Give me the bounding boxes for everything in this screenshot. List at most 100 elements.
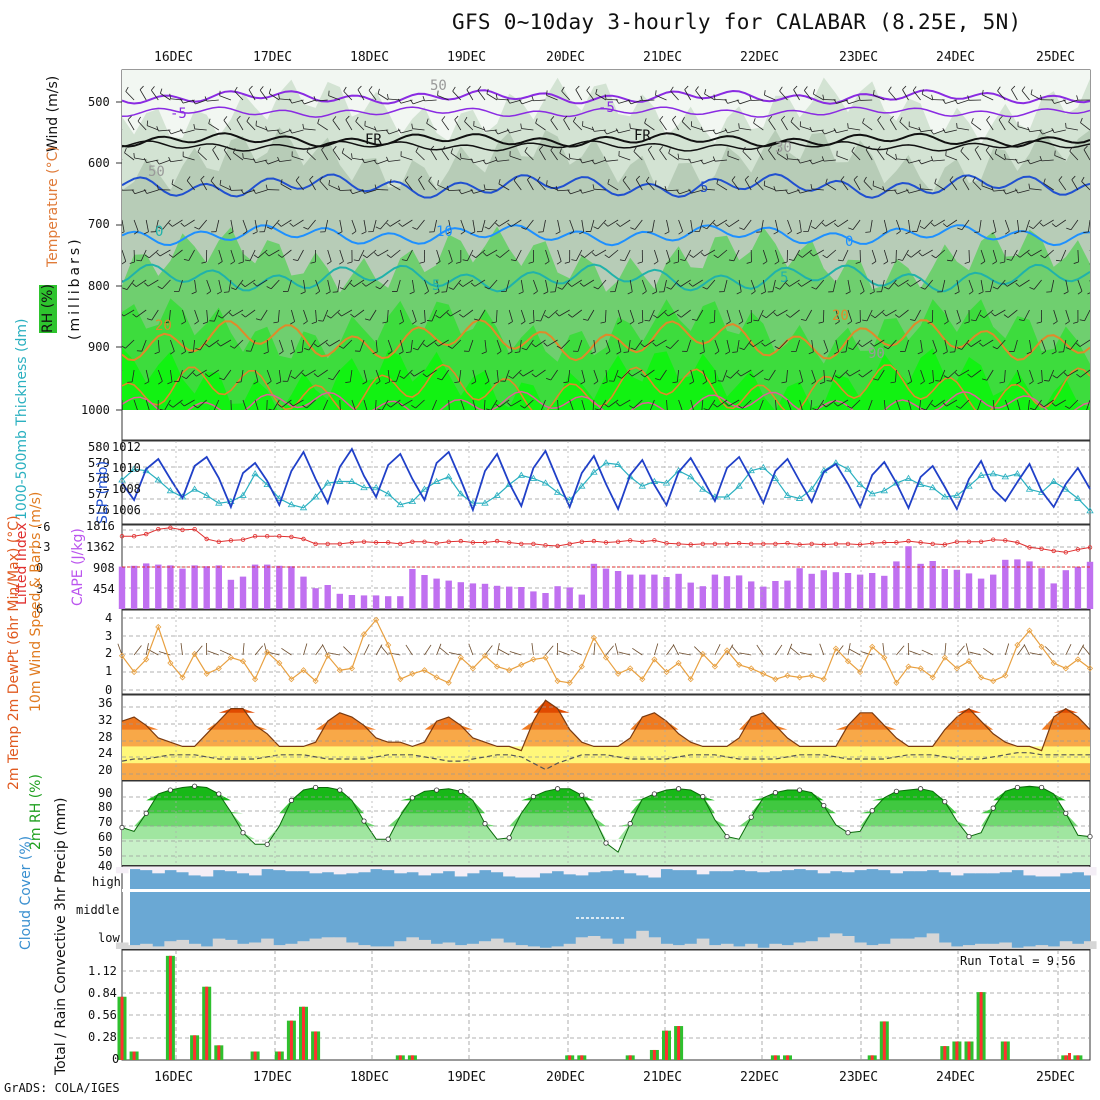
- cloud-high-bar: [587, 867, 601, 873]
- wind-barb-flag: [797, 158, 801, 164]
- wind-barb-flag: [232, 148, 236, 154]
- wind-barb: [722, 369, 728, 382]
- wind-barb-flag: [375, 226, 381, 230]
- cloud-background: [130, 867, 1090, 949]
- wind-barb: [762, 279, 766, 292]
- wind-barb: [573, 121, 583, 131]
- wind-barb: [126, 279, 135, 290]
- wind-barb-flag: [702, 380, 707, 385]
- wind-barb: [691, 189, 703, 194]
- cloud-high-bar: [309, 867, 323, 874]
- thickness-marker: [287, 500, 296, 508]
- wind-barb: [484, 369, 490, 382]
- precip-conv-bar: [289, 1020, 293, 1060]
- wind-barb-flag: [507, 222, 512, 227]
- wind-barb: [848, 127, 861, 131]
- wind-barb: [379, 279, 389, 290]
- surface-wind-barb: [498, 648, 510, 656]
- wind-barb-flag: [278, 93, 280, 99]
- wind-barb-flag: [1003, 282, 1008, 287]
- wind-barb: [525, 219, 534, 230]
- wind-barb-flag: [678, 230, 683, 235]
- li-marker: [422, 539, 427, 544]
- wind-barb: [415, 399, 425, 409]
- wind-barb: [524, 151, 534, 161]
- wind-barb-flag: [1040, 94, 1043, 100]
- wind-speed-marker: [978, 674, 985, 681]
- cloud-low-bar: [636, 930, 649, 949]
- wind-barb-flag: [604, 403, 609, 408]
- wind-barb: [799, 369, 804, 382]
- wind-barb: [472, 369, 477, 382]
- wind-barb-flag: [607, 178, 610, 184]
- wind-barb: [475, 249, 486, 258]
- cape-bar: [360, 595, 368, 609]
- wind-barb: [590, 219, 595, 232]
- wind-barb-flag: [471, 254, 476, 258]
- wind-barb-flag: [979, 314, 985, 319]
- wind-barb: [317, 339, 328, 348]
- precip-tick: 0: [112, 1052, 119, 1066]
- wind-barb: [550, 369, 558, 381]
- cloud-low-bar: [1059, 941, 1073, 949]
- rh-marker: [579, 792, 585, 798]
- wind-barb-flag: [361, 282, 367, 287]
- wind-barb-flag: [822, 94, 825, 100]
- wind-barb-flag: [361, 158, 365, 163]
- wind-barb: [488, 279, 498, 290]
- wind-barb: [483, 399, 486, 410]
- wind-barb: [424, 279, 429, 292]
- wind-barb-flag: [736, 372, 742, 377]
- wind-barb-flag: [870, 342, 875, 347]
- wind-barb: [764, 94, 776, 101]
- li-marker: [277, 534, 282, 539]
- wind-barb: [303, 128, 316, 131]
- rh-marker: [530, 793, 537, 800]
- rh-legend-box: [39, 285, 57, 333]
- wind-barb: [157, 339, 160, 352]
- wind-barb-flag: [749, 343, 754, 348]
- thickness-tick: 576: [88, 503, 110, 517]
- wind-barb-flag: [201, 261, 207, 264]
- wind-barb: [861, 339, 873, 347]
- wind-barb: [592, 399, 595, 410]
- li-marker: [470, 540, 476, 545]
- wind-barb-flag: [158, 226, 163, 230]
- temp-label: 2m Temp 2m DewPt (6hr Min/Max) (°C): [6, 515, 22, 790]
- rh-marker: [361, 818, 367, 824]
- wind-barb: [542, 219, 546, 232]
- rh-marker: [748, 814, 754, 820]
- cape-bar: [1086, 561, 1094, 609]
- wind-barb: [1029, 369, 1034, 382]
- wind-barb-flag: [629, 123, 631, 129]
- cloud-low-bar: [612, 943, 625, 949]
- cape-bar: [869, 573, 876, 609]
- wind-barb-flag: [349, 283, 355, 287]
- wind-barb: [330, 309, 341, 319]
- wind-barb: [916, 219, 921, 232]
- wind-barb: [170, 98, 183, 101]
- wind-barb: [795, 339, 800, 352]
- wind-speed-marker: [542, 654, 549, 661]
- wind-barb: [1065, 279, 1069, 292]
- wind-barb: [992, 399, 995, 410]
- wind-barb: [195, 99, 207, 105]
- wind-barb-flag: [896, 230, 901, 235]
- wind-barb-flag: [204, 96, 208, 102]
- wind-barb-flag: [139, 85, 144, 90]
- wind-barb: [910, 279, 921, 287]
- wind-barb-flag: [309, 175, 314, 180]
- wind-barb: [140, 249, 147, 262]
- wind-barb: [327, 279, 331, 292]
- wind-barb-flag: [278, 350, 284, 355]
- wind-barb: [520, 279, 524, 292]
- cloud-low-bar: [599, 938, 613, 949]
- wind-barb-flag: [206, 290, 211, 295]
- thickness-marker: [360, 483, 368, 491]
- cloud-low-bar: [539, 947, 553, 949]
- thickness-marker: [626, 473, 634, 480]
- surface-wind-barb: [847, 643, 851, 656]
- wind-barb: [629, 309, 635, 322]
- wind-barb-flag: [793, 85, 798, 90]
- surface-wind-barb: [496, 643, 500, 656]
